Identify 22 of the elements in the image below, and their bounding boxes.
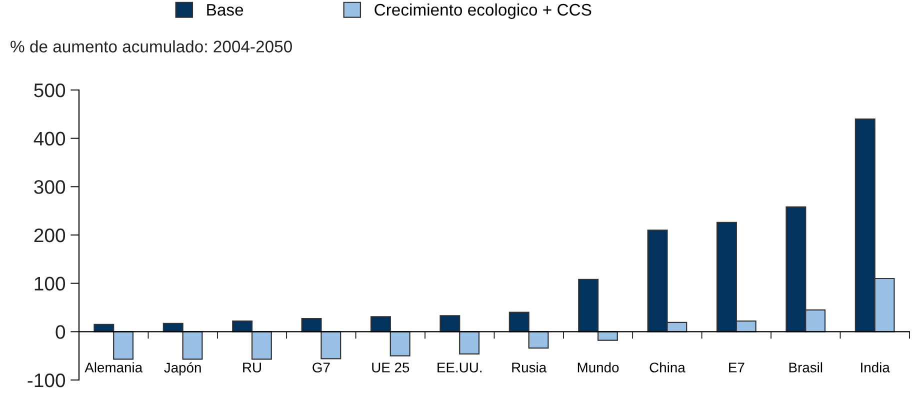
x-tick-label: India [861, 362, 890, 372]
legend-label: Base [207, 4, 244, 16]
x-tick-label: E7 [729, 362, 744, 372]
y-tick-label: 300 [34, 180, 66, 194]
y-tick-label: 400 [34, 132, 66, 146]
y-tick-label: 200 [34, 228, 66, 242]
y-tick-label: 500 [34, 83, 66, 98]
y-axis-title: % de aumento acumulado: 2004-2050 [10, 40, 292, 52]
y-tick-label: 100 [34, 276, 66, 291]
x-tick-label: Brasil [789, 362, 822, 372]
x-tick-label: EE.UU. [438, 362, 482, 372]
x-tick-label: Mundo [578, 362, 619, 372]
x-tick-label: Alemania [84, 362, 143, 372]
legend-label: Crecimiento ecologico + CCS [374, 3, 592, 19]
y-tick-label: -100 [28, 373, 66, 388]
x-tick-label: UE 25 [372, 362, 410, 372]
y-tick-label: 0 [56, 325, 66, 339]
x-tick-label: G7 [312, 362, 330, 372]
x-tick-label: Japón [164, 362, 201, 376]
x-tick-label: China [650, 362, 686, 372]
x-tick-label: Rusia [512, 362, 547, 372]
x-tick-label: RU [243, 362, 261, 372]
